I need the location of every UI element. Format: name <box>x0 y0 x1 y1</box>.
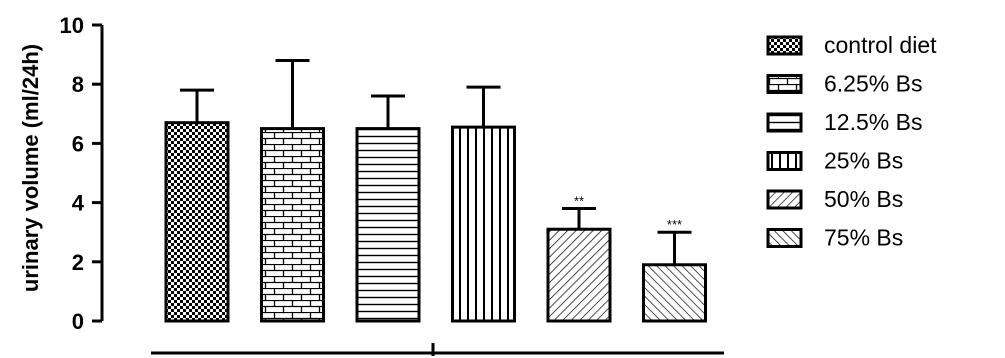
legend-swatch-6 <box>766 228 803 248</box>
legend-swatch-1 <box>766 35 803 56</box>
legend-swatch-3 <box>766 112 803 133</box>
significance-label-6: *** <box>667 217 682 232</box>
y-tick-label: 8 <box>72 72 84 97</box>
bar-1 <box>164 121 230 323</box>
y-tick-label: 4 <box>72 191 85 216</box>
significance-label-5: ** <box>574 194 584 209</box>
bar-4 <box>451 125 516 323</box>
y-tick-label: 10 <box>60 13 84 38</box>
y-ticks: 0 2 4 6 8 10 <box>60 13 102 334</box>
legend-label-4: 25% Bs <box>824 148 903 174</box>
y-tick-label: 0 <box>72 309 84 334</box>
y-tick-label: 2 <box>72 250 84 275</box>
legend-swatch-5 <box>766 189 803 210</box>
legend-swatch-4 <box>766 151 803 171</box>
legend-label-3: 12.5% Bs <box>824 109 922 135</box>
legend-label-5: 50% Bs <box>824 186 903 212</box>
y-axis-label: urinary volume (ml/24h) <box>18 44 43 292</box>
legend-label-6: 75% Bs <box>824 225 903 251</box>
y-tick-label: 6 <box>72 131 84 156</box>
bars: ***** <box>164 59 707 323</box>
bar-5 <box>546 227 612 323</box>
bar-6 <box>642 263 707 323</box>
bar-2 <box>260 127 325 323</box>
legend-swatch-2 <box>766 74 803 94</box>
bar-3 <box>355 127 421 323</box>
legend-label-2: 6.25% Bs <box>824 71 922 97</box>
legend: control diet 6.25% Bs 12.5% Bs 25% Bs 50% Bs… <box>766 32 937 251</box>
legend-label-1: control diet <box>824 32 937 58</box>
